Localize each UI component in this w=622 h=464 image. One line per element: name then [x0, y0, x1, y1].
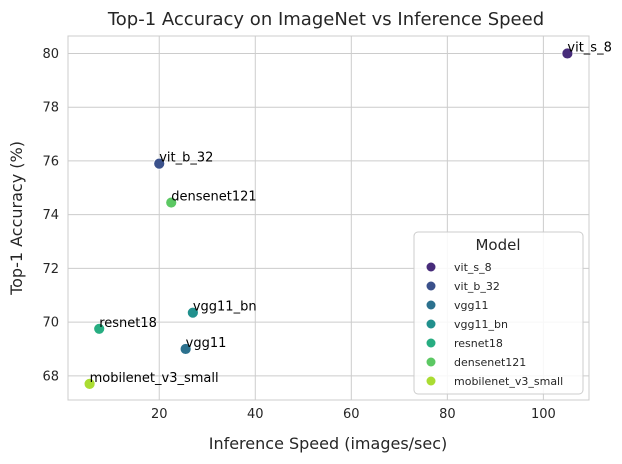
- legend-marker: [426, 338, 436, 348]
- y-tick-label: 70: [42, 316, 59, 331]
- data-point-label: densenet121: [171, 190, 256, 205]
- legend: Model vit_s_8 vit_b_32 vgg11 vgg11_bnresnet…: [413, 231, 584, 395]
- y-tick-label: 76: [42, 154, 59, 169]
- legend-marker: [426, 262, 436, 272]
- y-ticks: 68 70 72 74 76 78 80: [42, 47, 59, 384]
- legend-entry-label: resnet18: [454, 337, 503, 350]
- data-point: [186, 306, 199, 319]
- x-ticks: 20 40 60 80 100: [151, 407, 556, 422]
- data-point: [93, 322, 106, 335]
- legend-entry-label: vit_b_32: [454, 280, 500, 293]
- data-point: [153, 157, 166, 170]
- y-tick-label: 68: [42, 369, 59, 384]
- data-point-label: vit_b_32: [159, 151, 213, 166]
- data-points: vit_s_8 vit_b_32 vgg11 vgg11_bn resnet18 dens…: [83, 40, 612, 390]
- legend-entry-label: densenet121: [454, 356, 526, 369]
- legend-title: Model: [475, 236, 520, 254]
- legend-entry-label: vgg11: [454, 299, 488, 312]
- y-tick-label: 72: [42, 262, 59, 277]
- data-point: [83, 377, 96, 390]
- y-tick-label: 80: [42, 47, 59, 62]
- legend-entry-label: vit_s_8: [454, 261, 492, 274]
- legend-entry-label: vgg11_bn: [454, 318, 508, 331]
- y-axis-label: Top-1 Accuracy (%): [7, 141, 26, 296]
- x-tick-label: 40: [247, 407, 264, 422]
- data-point-label: vgg11: [186, 336, 227, 351]
- data-point: [561, 47, 574, 60]
- legend-marker: [426, 281, 436, 291]
- legend-entry-label: mobilenet_v3_small: [454, 375, 563, 388]
- x-tick-label: 20: [151, 407, 168, 422]
- data-point: [179, 343, 192, 355]
- data-point-label: vgg11_bn: [193, 300, 257, 315]
- data-point-label: resnet18: [99, 316, 157, 331]
- legend-marker: [426, 357, 436, 367]
- x-tick-label: 60: [343, 407, 360, 422]
- data-point-label: vit_s_8: [567, 40, 611, 55]
- x-tick-label: 80: [439, 407, 456, 422]
- legend-items: vit_s_8 vit_b_32 vgg11 vgg11_bn resnet18 dens…: [426, 261, 563, 388]
- data-point-label: mobilenet_v3_small: [90, 371, 219, 386]
- y-tick-label: 78: [42, 101, 59, 116]
- data-point: [165, 196, 178, 209]
- legend-marker: [426, 300, 436, 310]
- legend-box: [413, 231, 584, 395]
- x-tick-label: 100: [531, 407, 556, 422]
- y-tick-label: 74: [42, 208, 59, 223]
- chart-title: Top-1 Accuracy on ImageNet vs Inference …: [107, 9, 544, 30]
- legend-marker: [426, 319, 436, 329]
- legend-marker: [426, 376, 436, 386]
- x-axis-label: Inference Speed (images/sec): [209, 434, 448, 453]
